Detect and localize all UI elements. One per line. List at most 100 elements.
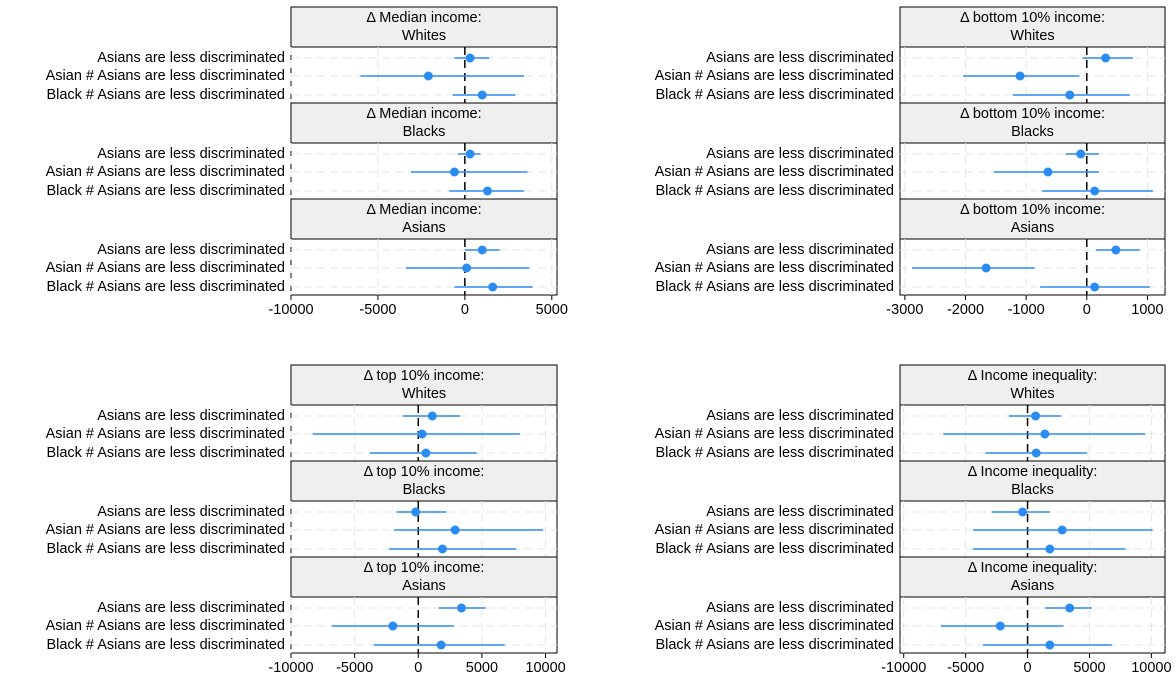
facet-header: [290, 102, 558, 144]
facet-header: [899, 364, 1166, 406]
facet-header: [290, 556, 558, 598]
point-estimate: [427, 411, 437, 421]
x-tick-label: -5000: [359, 302, 396, 318]
point-estimate: [421, 448, 431, 458]
facet-title: Δ Median income:: [366, 10, 481, 26]
facet-header: [899, 460, 1166, 502]
point-estimate: [462, 263, 472, 273]
category-label: Asians are less discriminated: [706, 50, 894, 66]
category-label: Black # Asians are less discriminated: [655, 279, 894, 295]
point-estimate: [488, 282, 498, 292]
point-estimate: [995, 621, 1005, 631]
category-label: Asian # Asians are less discriminated: [46, 164, 285, 180]
point-estimate: [1043, 167, 1053, 177]
point-estimate: [1111, 245, 1121, 255]
category-label: Asian # Asians are less discriminated: [46, 522, 285, 538]
point-estimate: [465, 53, 475, 63]
facet-header: [290, 198, 558, 240]
category-label: Asians are less discriminated: [706, 242, 894, 258]
facet-header: [899, 6, 1166, 48]
category-label: Asians are less discriminated: [97, 50, 285, 66]
point-estimate: [1057, 525, 1067, 535]
facet-group: Asians: [402, 578, 446, 594]
facet-title: Δ Median income:: [366, 106, 481, 122]
x-tick-label: 0: [414, 660, 422, 676]
point-estimate: [477, 245, 487, 255]
facet-group: Whites: [402, 386, 446, 402]
x-tick-label: 1000: [1131, 302, 1163, 318]
point-estimate: [1065, 90, 1075, 100]
x-tick-label: -2000: [947, 302, 984, 318]
x-tick-label: 5000: [1073, 660, 1105, 676]
x-tick-label: -10000: [268, 302, 313, 318]
plot-area: [290, 142, 558, 200]
facet-group: Whites: [402, 28, 446, 44]
category-label: Black # Asians are less discriminated: [46, 279, 285, 295]
x-tick-label: 0: [1024, 660, 1032, 676]
facet-group: Whites: [1010, 28, 1054, 44]
facet-title: Δ top 10% income:: [364, 368, 485, 384]
plot-area: [899, 142, 1166, 200]
point-estimate: [436, 640, 446, 650]
facet-group: Asians: [1011, 578, 1055, 594]
facet-header: [899, 198, 1166, 240]
x-tick-label: 5000: [536, 302, 568, 318]
facet-title: Δ top 10% income:: [364, 560, 485, 576]
point-estimate: [388, 621, 398, 631]
category-label: Asian # Asians are less discriminated: [46, 618, 285, 634]
point-estimate: [465, 149, 475, 159]
x-tick-label: 10000: [1131, 660, 1171, 676]
category-label: Asian # Asians are less discriminated: [655, 68, 894, 84]
category-label: Black # Asians are less discriminated: [655, 183, 894, 199]
facet-group: Asians: [1011, 220, 1055, 236]
category-label: Asian # Asians are less discriminated: [46, 68, 285, 84]
point-estimate: [1018, 507, 1028, 517]
category-label: Black # Asians are less discriminated: [46, 637, 285, 653]
facet-title: Δ Income inequality:: [968, 560, 1098, 576]
point-estimate: [1045, 544, 1055, 554]
plot-area: [290, 596, 558, 654]
facet-group: Whites: [1010, 386, 1054, 402]
point-estimate: [1076, 149, 1086, 159]
x-tick-label: -1000: [1008, 302, 1045, 318]
point-estimate: [1015, 71, 1025, 81]
category-label: Asian # Asians are less discriminated: [46, 260, 285, 276]
plot-area: [899, 238, 1166, 296]
point-estimate: [477, 90, 487, 100]
facet-title: Δ bottom 10% income:: [960, 202, 1105, 218]
category-label: Asian # Asians are less discriminated: [655, 164, 894, 180]
x-tick-label: 10000: [525, 660, 565, 676]
point-estimate: [1031, 448, 1041, 458]
x-tick-label: 0: [1083, 302, 1091, 318]
point-estimate: [417, 429, 427, 439]
facet-title: Δ bottom 10% income:: [960, 10, 1105, 26]
x-tick-label: 0: [461, 302, 469, 318]
point-estimate: [981, 263, 991, 273]
facet-title: Δ Income inequality:: [968, 464, 1098, 480]
facet-group: Blacks: [403, 482, 446, 498]
plot-area: [290, 238, 558, 296]
category-label: Asians are less discriminated: [706, 600, 894, 616]
category-label: Asians are less discriminated: [97, 242, 285, 258]
facet-header: [899, 556, 1166, 598]
category-label: Asian # Asians are less discriminated: [655, 522, 894, 538]
point-estimate: [1040, 429, 1050, 439]
facet-header: [290, 364, 558, 406]
category-label: Asians are less discriminated: [97, 146, 285, 162]
category-label: Black # Asians are less discriminated: [655, 445, 894, 461]
facet-group: Asians: [402, 220, 446, 236]
plot-area: [899, 500, 1166, 558]
point-estimate: [1101, 53, 1111, 63]
category-label: Asian # Asians are less discriminated: [655, 260, 894, 276]
category-label: Asians are less discriminated: [706, 408, 894, 424]
facet-header: [290, 460, 558, 502]
point-estimate: [437, 544, 447, 554]
point-estimate: [1065, 603, 1075, 613]
point-estimate: [482, 186, 492, 196]
category-label: Black # Asians are less discriminated: [46, 183, 285, 199]
x-tick-label: -5000: [947, 660, 984, 676]
facet-group: Blacks: [1011, 482, 1054, 498]
category-label: Asian # Asians are less discriminated: [655, 426, 894, 442]
facet-title: Δ bottom 10% income:: [960, 106, 1105, 122]
